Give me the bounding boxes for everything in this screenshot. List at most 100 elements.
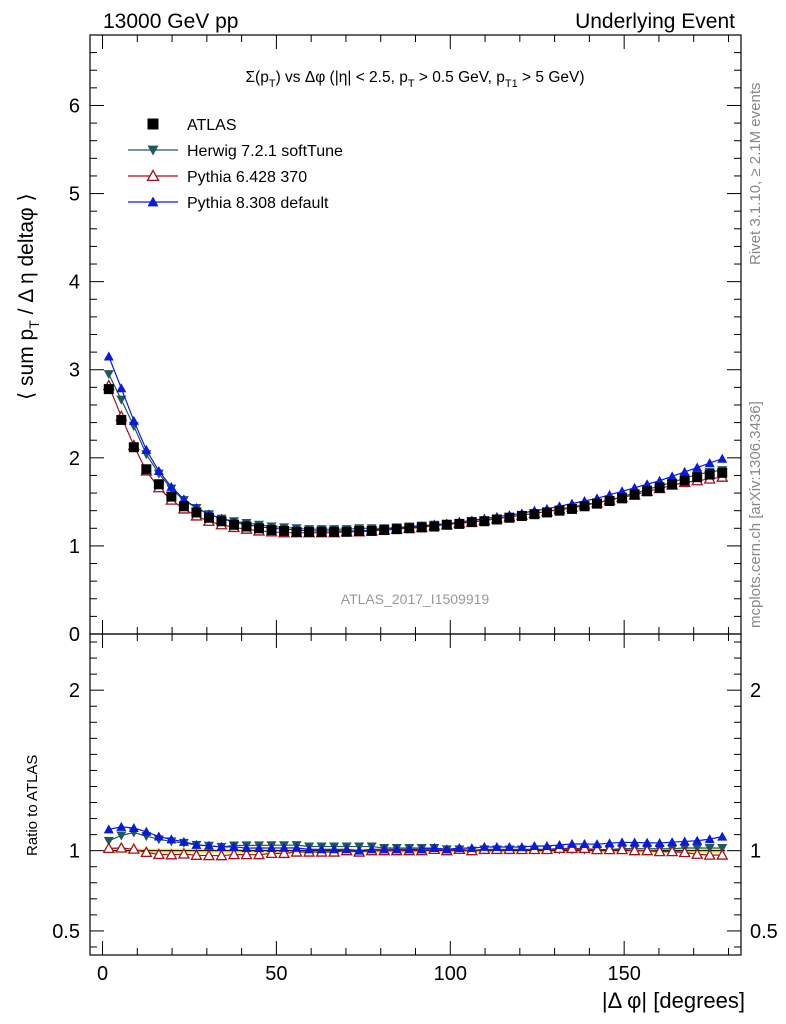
atlas-point [592, 498, 603, 509]
atlas-point [228, 519, 239, 530]
pythia-6-428-370-ratio-point [215, 849, 228, 861]
pythia-8-308-default-ratio-point [667, 837, 678, 847]
pythia-8-308-default-point [704, 458, 715, 468]
legend: ATLAS Herwig 7.2.1 softTune Pythia 6.428 3… [128, 117, 343, 212]
pythia-8-308-default-ratio-line [108, 826, 723, 852]
pythia-8-308-default-ratio-point [554, 839, 565, 849]
pythia-8-308-default-ratio-point [366, 844, 377, 854]
atlas-point [617, 493, 628, 504]
process-header: Underlying Event [575, 10, 735, 33]
pythia-8-308-default-ratio-point [491, 841, 502, 851]
pythia-8-308-default-ratio-point [592, 839, 603, 849]
legend-marker-atlas [147, 118, 159, 130]
legend-label-atlas: ATLAS [187, 117, 237, 134]
atlas-point [454, 518, 465, 529]
pythia-6-428-370-ratio-point [165, 848, 178, 860]
pythia-8-308-default-ratio-point [341, 844, 352, 854]
pythia-8-308-default-ratio-point [103, 824, 114, 834]
ratio-y-tick-label: 1 [69, 841, 80, 863]
pythia-8-308-default-ratio-point [216, 841, 227, 851]
pythia-8-308-default-point [717, 453, 728, 463]
ratio-plot-frame [89, 633, 742, 956]
pythia-8-308-default-ratio-point [579, 839, 590, 849]
main-series-group [102, 351, 729, 538]
atlas-point [429, 521, 440, 532]
pythia-6-428-370-ratio-point [152, 848, 165, 860]
mcplots-label: mcplots.cern.ch [arXiv:1306.3436] [747, 401, 764, 628]
atlas-point [629, 489, 640, 500]
atlas-point [141, 464, 152, 475]
atlas-point [679, 475, 690, 486]
pythia-8-308-default-point [654, 475, 665, 485]
atlas-point [579, 501, 590, 512]
pythia-8-308-default-ratio-point [241, 843, 252, 853]
pythia-8-308-default-ratio-point [316, 844, 327, 854]
energy-header: 13000 GeV pp [103, 10, 238, 33]
plot-title: Σ(pT) vs Δφ (|η| < 2.5, pT > 0.5 GeV, pT… [245, 69, 584, 90]
ratio-y-tick-label: 2 [69, 680, 80, 702]
main-y-tick-label: 0 [69, 624, 80, 646]
ratio-axis-ticks: 0 50 100 150 0.5 0.5 1 1 2 2 [52, 634, 778, 985]
atlas-point [667, 479, 678, 490]
atlas-point [379, 525, 390, 536]
pythia-6-428-370-ratio-point [115, 841, 128, 853]
herwig-7-2-1-softtune-ratio-point [103, 836, 114, 846]
atlas-point [566, 503, 577, 514]
atlas-point [604, 495, 615, 506]
atlas-point [279, 525, 290, 536]
atlas-point [216, 516, 227, 527]
pythia-6-428-370-ratio-point [177, 847, 190, 859]
atlas-point [116, 414, 127, 425]
atlas-point [366, 525, 377, 536]
rivet-label: Rivet 3.1.10, ≥ 2.1M events [747, 83, 764, 266]
atlas-point [266, 525, 277, 536]
pythia-6-428-370-ratio-point [691, 847, 704, 859]
x-tick-label: 150 [607, 963, 640, 985]
pythia-8-308-default-ratio-point [166, 834, 177, 844]
main-y-tick-label: 3 [69, 360, 80, 382]
pythia-6-428-370-ratio-point [202, 849, 216, 861]
atlas-point [692, 472, 703, 483]
atlas-point [642, 486, 653, 497]
pythia-8-308-default-ratio-point [454, 843, 465, 853]
atlas-point [203, 512, 214, 523]
pythia-8-308-default-point [141, 444, 152, 454]
atlas-point [654, 482, 665, 493]
herwig-7-2-1-softtune-point [103, 370, 114, 380]
atlas-point [153, 479, 164, 490]
pythia-8-308-default-ratio-point [416, 844, 427, 854]
pythia-8-308-default-point [178, 494, 189, 504]
pythia-8-308-default-ratio-point [704, 834, 715, 844]
pythia-8-308-default-ratio-point [466, 843, 477, 853]
pythia-8-308-default-ratio-point [441, 844, 452, 854]
pythia-8-308-default-ratio-point [254, 843, 265, 852]
ratio-y-tick-label-right: 0.5 [750, 921, 778, 943]
pythia-8-308-default-ratio-point [291, 842, 302, 852]
pythia-8-308-default-ratio-point [679, 836, 690, 846]
x-tick-label: 100 [434, 963, 467, 985]
pythia-8-308-default-ratio-point [203, 840, 214, 850]
pythia-8-308-default-ratio-point [604, 838, 615, 848]
pythia-8-308-default-ratio-point [642, 837, 653, 847]
pythia-8-308-default-point [153, 466, 164, 476]
pythia-8-308-default-ratio-point [178, 836, 189, 846]
pythia-8-308-default-ratio-point [529, 840, 540, 850]
pythia-8-308-default-point [629, 482, 640, 492]
ratio-y-tick-label-right: 2 [750, 680, 761, 702]
atlas-point [541, 507, 552, 518]
atlas-point [717, 467, 728, 478]
pythia-8-308-default-ratio-point [617, 837, 628, 847]
main-y-tick-label: 5 [69, 184, 80, 206]
atlas-point [391, 524, 402, 535]
pythia-6-428-370-ratio-point [653, 845, 666, 857]
atlas-point [554, 505, 565, 516]
atlas-point [191, 507, 202, 518]
pythia-8-308-default-point [116, 383, 127, 393]
legend-label-pythia-8-308-default: Pythia 8.308 default [187, 195, 329, 212]
pythia-8-308-default-ratio-point [654, 837, 665, 847]
pythia-6-428-370-ratio-point [102, 842, 115, 854]
pythia-6-428-370-ratio-point [703, 848, 716, 860]
herwig-7-2-1-softtune-point [116, 395, 127, 405]
pythia-8-308-default-ratio-point [504, 842, 515, 852]
